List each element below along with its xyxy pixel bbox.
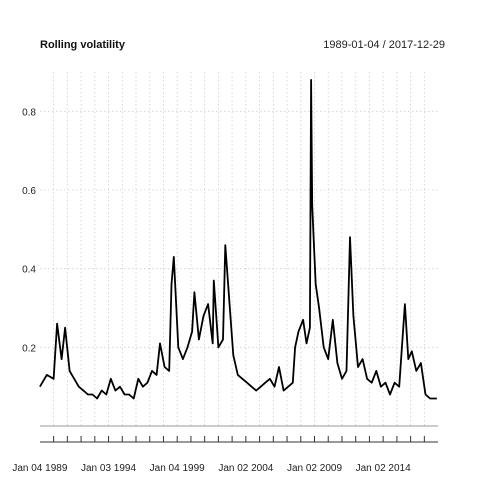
series-line	[39, 79, 437, 400]
date-range-label: 1989-01-04 / 2017-12-29	[323, 39, 445, 51]
x-tick-label: Jan 02 2014	[356, 463, 411, 474]
x-tick-label: Jan 02 2009	[287, 463, 342, 474]
y-tick-label: 0.4	[22, 265, 36, 276]
x-tick-label: Jan 04 1999	[150, 463, 205, 474]
y-tick-label: 0.8	[22, 107, 36, 118]
x-tick-label: Jan 04 1989	[12, 463, 67, 474]
chart-title: Rolling volatility	[40, 39, 125, 51]
x-tick-label: Jan 03 1994	[81, 463, 136, 474]
y-tick-label: 0.2	[22, 343, 36, 354]
y-tick-label: 0.6	[22, 186, 36, 197]
x-tick-label: Jan 02 2004	[218, 463, 273, 474]
